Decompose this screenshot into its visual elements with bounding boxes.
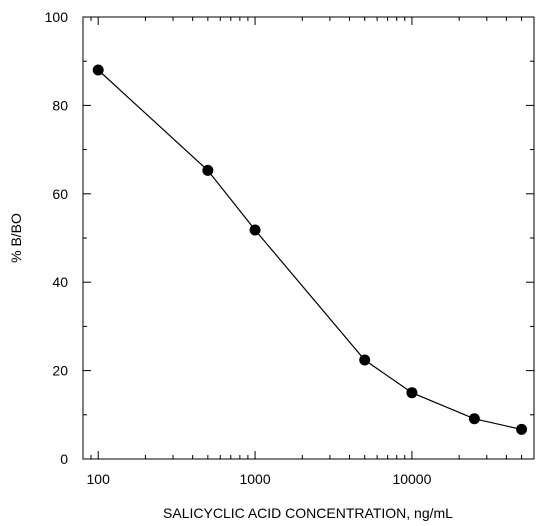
y-tick-label: 40 xyxy=(52,274,68,290)
y-tick-label: 100 xyxy=(45,9,69,25)
data-point xyxy=(359,354,371,366)
y-tick-label: 80 xyxy=(52,97,68,113)
y-axis-label: % B/BO xyxy=(8,213,24,263)
x-tick-label: 1000 xyxy=(239,471,270,487)
y-tick-label: 0 xyxy=(60,451,68,467)
x-axis-label: SALICYCLIC ACID CONCENTRATION, ng/mL xyxy=(163,505,453,521)
data-point xyxy=(249,224,261,236)
plot-frame xyxy=(82,16,535,460)
data-point xyxy=(516,423,528,435)
data-point xyxy=(406,387,418,399)
x-tick-label: 10000 xyxy=(392,471,431,487)
y-tick-label: 20 xyxy=(52,363,68,379)
y-tick-label: 60 xyxy=(52,186,68,202)
y-axis: 0 20 40 60 80 100 xyxy=(45,9,534,467)
data-point xyxy=(468,413,480,425)
x-axis: 100 1000 10000 xyxy=(87,17,432,487)
x-tick-label: 100 xyxy=(87,471,111,487)
data-point xyxy=(202,164,214,176)
data-point xyxy=(92,64,104,76)
minor-ticks xyxy=(83,17,534,459)
data-points xyxy=(92,64,528,435)
series-line xyxy=(97,69,522,430)
